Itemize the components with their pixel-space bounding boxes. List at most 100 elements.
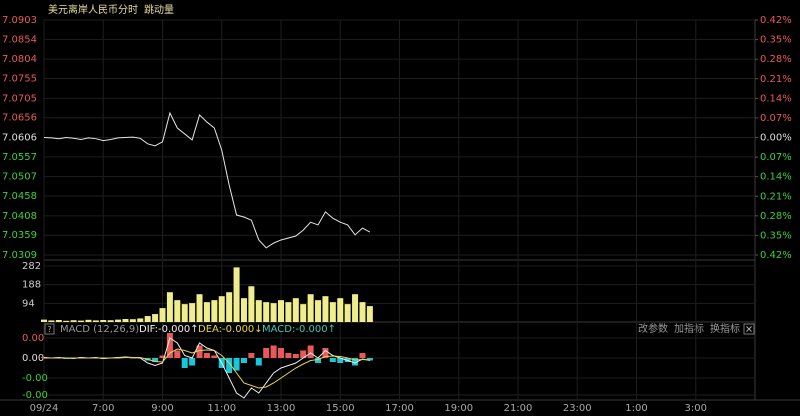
bar bbox=[270, 303, 277, 322]
bar bbox=[159, 308, 166, 322]
bar bbox=[352, 358, 359, 366]
bar bbox=[307, 345, 314, 358]
series-line bbox=[43, 337, 370, 399]
x-tick-label: 3:00 bbox=[685, 403, 707, 414]
bar bbox=[196, 345, 203, 358]
bar bbox=[322, 348, 329, 358]
toolbar-button[interactable]: 换指标 bbox=[710, 322, 740, 335]
bar bbox=[285, 302, 292, 322]
bar bbox=[203, 353, 210, 358]
bar bbox=[300, 350, 307, 358]
x-tick-label: 21:00 bbox=[504, 403, 533, 414]
toolbar-button[interactable]: 加指标 bbox=[674, 322, 704, 335]
y2-tick-label: 0.35% bbox=[760, 35, 792, 46]
toolbar-button[interactable]: 改参数 bbox=[638, 322, 668, 335]
bar bbox=[166, 292, 173, 322]
bar bbox=[292, 298, 299, 322]
bar bbox=[329, 358, 336, 362]
bar bbox=[211, 300, 218, 322]
bar bbox=[159, 355, 166, 358]
bar bbox=[270, 345, 277, 358]
x-tick-label: 9:00 bbox=[151, 403, 173, 414]
bar bbox=[181, 304, 188, 322]
bar bbox=[315, 358, 322, 363]
y2-tick-label: 0.21% bbox=[760, 191, 792, 202]
close-button[interactable] bbox=[743, 323, 755, 335]
y2-tick-label: 0.35% bbox=[760, 230, 792, 241]
bar bbox=[92, 320, 99, 322]
x-tick-label: 13:00 bbox=[267, 403, 296, 414]
bar bbox=[85, 319, 92, 322]
y2-tick-label: 0.07% bbox=[760, 152, 792, 163]
y2-tick-label: 0.14% bbox=[760, 172, 792, 183]
y-tick-label: -0.00 bbox=[22, 373, 48, 384]
bar bbox=[240, 358, 247, 363]
bar bbox=[122, 319, 129, 322]
bar bbox=[278, 300, 284, 322]
bar bbox=[248, 286, 255, 322]
x-tick-label: 11:00 bbox=[207, 403, 236, 414]
bar bbox=[78, 320, 85, 322]
legend-entry: DEA:-0.000↓ bbox=[198, 324, 263, 335]
bar bbox=[359, 353, 366, 358]
bar bbox=[152, 358, 159, 362]
bar bbox=[300, 304, 307, 322]
y-tick-label: 7.0705 bbox=[2, 93, 37, 104]
help-icon[interactable]: ? bbox=[47, 325, 51, 334]
bar bbox=[226, 358, 233, 373]
bar bbox=[144, 316, 151, 322]
x-tick-label: 15:00 bbox=[326, 403, 355, 414]
bar bbox=[129, 358, 136, 359]
x-tick-label: 7:00 bbox=[92, 403, 114, 414]
y-tick-label: 7.0507 bbox=[2, 172, 37, 183]
y2-tick-label: 0.28% bbox=[760, 54, 792, 65]
y2-tick-label: 0.07% bbox=[760, 113, 792, 124]
x-tick-label: 23:00 bbox=[563, 403, 592, 414]
bar bbox=[189, 358, 196, 366]
bar bbox=[196, 294, 203, 322]
bar bbox=[233, 267, 240, 322]
x-tick-label: 19:00 bbox=[444, 403, 473, 414]
indicator-title: MACD (12,26,9) bbox=[60, 324, 139, 335]
bar bbox=[174, 300, 181, 322]
bar bbox=[233, 358, 240, 371]
series-line bbox=[43, 111, 371, 249]
bar bbox=[55, 320, 62, 322]
help-button[interactable] bbox=[44, 323, 55, 335]
bar bbox=[366, 358, 373, 361]
y-tick-label: 7.0557 bbox=[2, 152, 37, 163]
bar bbox=[174, 350, 181, 358]
tab[interactable]: 分时 bbox=[118, 4, 138, 16]
bar bbox=[292, 354, 299, 358]
y-tick-label: 7.0359 bbox=[2, 230, 37, 241]
y-tick-label: 0.00 bbox=[22, 333, 44, 344]
bar bbox=[248, 353, 255, 358]
bar bbox=[285, 353, 292, 358]
y-tick-label: 7.0854 bbox=[2, 34, 37, 45]
y-tick-label: 188 bbox=[22, 280, 41, 291]
close-icon[interactable] bbox=[746, 326, 752, 332]
bar bbox=[41, 319, 47, 322]
tab[interactable]: 跳动量 bbox=[144, 3, 174, 16]
bar bbox=[352, 294, 359, 322]
bar bbox=[70, 320, 77, 322]
y-tick-label: 7.0656 bbox=[2, 113, 37, 124]
bar bbox=[322, 296, 329, 322]
x-tick-label: 09/24 bbox=[30, 403, 59, 414]
y-tick-label: 7.0755 bbox=[2, 74, 37, 85]
bar bbox=[226, 292, 233, 322]
y-tick-label: 7.0903 bbox=[2, 15, 37, 26]
instrument-title: 美元离岸人民币 bbox=[48, 3, 118, 16]
bar bbox=[48, 320, 55, 322]
bar bbox=[359, 302, 366, 322]
series-line bbox=[44, 348, 370, 389]
y2-tick-label: 0.42% bbox=[760, 15, 792, 26]
legend-entry: MACD:-0.000↑ bbox=[262, 324, 336, 335]
y2-tick-label: 0.21% bbox=[760, 74, 792, 85]
bar bbox=[278, 348, 284, 358]
bar bbox=[129, 319, 136, 322]
close-box[interactable] bbox=[743, 323, 755, 335]
bar bbox=[366, 306, 373, 322]
